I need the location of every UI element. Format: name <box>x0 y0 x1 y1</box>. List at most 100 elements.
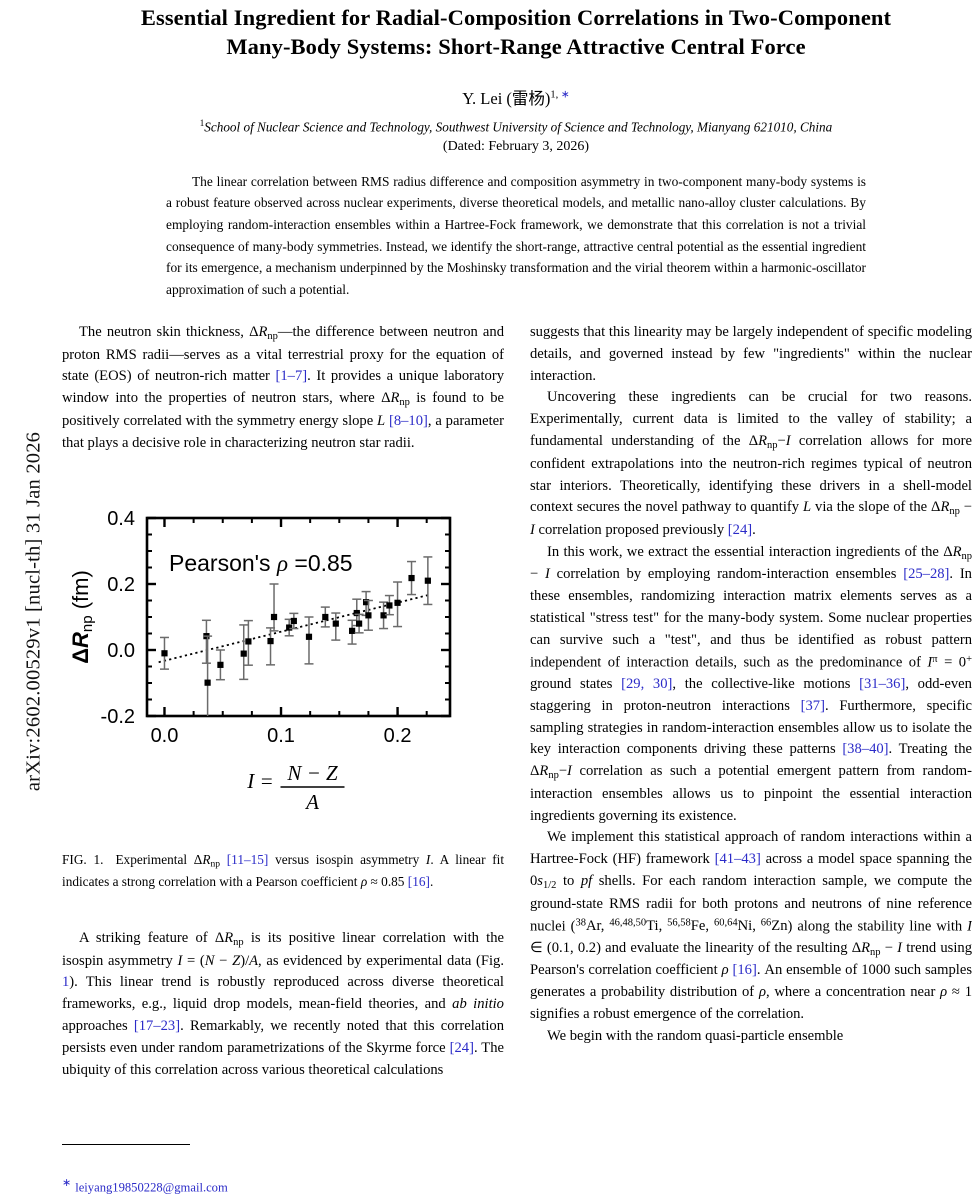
figure-link[interactable]: 1 <box>62 974 70 991</box>
text-run: , a parameter that plays a decisive role… <box>62 412 504 451</box>
text-run: is found to be positively correlated wit… <box>62 390 504 429</box>
text-run: . Remarkably, we recently noted that thi… <box>62 1018 504 1056</box>
author-footnote-marker[interactable]: ∗ <box>560 89 570 101</box>
y-tick-label: -0.2 <box>101 706 135 728</box>
citation-link[interactable]: [37] <box>800 697 825 714</box>
citation-link[interactable]: [31–36] <box>859 675 906 692</box>
paragraph-neutron-skin: The neutron skin thickness, ΔRnp—the dif… <box>62 324 504 451</box>
citation-link[interactable]: [29, 30] <box>621 675 673 692</box>
text-run: correlation proposed previously <box>534 522 728 538</box>
paragraph-we-begin: We begin with the random quasi-particle … <box>547 1027 844 1044</box>
text-run: , odd-even staggering in proton-neutron … <box>530 675 972 714</box>
title-line-1: Essential Ingredient for Radial-Composit… <box>140 5 892 30</box>
text-run: and evaluate the linearity of the result… <box>600 939 852 956</box>
text-run: , where a concentration near <box>765 984 941 1001</box>
citation-link[interactable]: [38–40] <box>842 741 889 758</box>
nuclei-list: 38Ar, 46,48,50Ti, 56,58Fe, 60,64Ni, 66Zn <box>575 917 788 934</box>
paragraph-we-implement: We implement this statistical approach o… <box>530 829 972 1023</box>
left-column: The neutron skin thickness, ΔRnp—the dif… <box>62 322 504 455</box>
author-line: Y. Lei (雷杨)1, ∗ <box>60 85 972 109</box>
data-point-marker <box>322 613 329 621</box>
text-run: versus isospin asymmetry <box>268 852 426 867</box>
figure-label: FIG. 1. <box>62 852 104 867</box>
text-run: . <box>429 873 434 889</box>
text-run: . Treating the <box>888 741 972 758</box>
affiliation-text: School of Nuclear Science and Technology… <box>204 119 833 135</box>
citation-link[interactable]: [16] <box>732 962 757 979</box>
data-point-marker <box>386 602 393 609</box>
x-axis-label-numerator: N − Z <box>286 761 338 785</box>
title-line-2: Many-Body Systems: Short-Range Attractiv… <box>226 33 806 59</box>
x-tick-label: 0.0 <box>151 725 179 747</box>
text-run: via the slope of the <box>811 499 932 516</box>
figure-caption: FIG. 1. Experimental ΔRnp [11–15] versus … <box>62 852 505 889</box>
citation-link[interactable]: [17–23] <box>133 1018 181 1035</box>
text-run: ) along the stability line with <box>787 917 968 934</box>
text-run: across a model space spanning the <box>760 851 972 868</box>
affiliation-line: 1School of Nuclear Science and Technolog… <box>60 118 972 135</box>
citation-link[interactable]: [24] <box>727 522 753 538</box>
data-point-marker <box>204 679 211 686</box>
paper-header: Essential Ingredient for Radial-Composit… <box>60 0 972 301</box>
author-affil-marker: 1, <box>550 89 561 101</box>
text-run: , as evidenced by experimental data (Fig… <box>258 952 504 969</box>
data-point-marker <box>332 620 339 627</box>
text-run: to <box>556 873 581 890</box>
x-axis-label-I: I = <box>246 769 273 793</box>
text-run: , the collective-like motions <box>672 675 860 692</box>
abstract-text: The linear correlation between RMS radiu… <box>166 173 866 298</box>
data-point-marker <box>365 612 372 619</box>
text-run: shells. For each random interaction samp… <box>530 873 972 934</box>
text-run: . An ensemble of 1000 such samples gener… <box>530 962 972 1001</box>
citation-link[interactable]: [8–10] <box>388 412 428 429</box>
x-tick-label: 0.2 <box>384 725 412 747</box>
data-point-marker <box>349 627 356 634</box>
data-point-marker <box>270 613 278 621</box>
data-point-marker <box>245 638 252 645</box>
citation-link[interactable]: [25–28] <box>903 566 950 583</box>
text-run: Uncovering these ingredients can be cruc… <box>530 389 972 450</box>
email-link[interactable]: leiyang19850228@gmail.com <box>75 1180 228 1195</box>
text-run: The neutron skin thickness, <box>79 324 250 340</box>
data-point-marker <box>240 650 247 657</box>
x-tick-label: 0.1 <box>267 725 295 747</box>
page-title: Essential Ingredient for Radial-Composit… <box>60 4 972 61</box>
x-axis-label: I = N − Z A <box>246 761 345 814</box>
text-run: . A linear fit indicates a strong correl… <box>62 852 505 889</box>
paragraph-in-this-work: In this work, we extract the essential i… <box>530 543 972 824</box>
text-run: ). This linear trend is robustly reprodu… <box>62 974 504 1013</box>
plot-frame <box>145 516 452 718</box>
citation-link[interactable]: [24] <box>449 1039 474 1056</box>
citation-link[interactable]: [41–43] <box>714 851 761 868</box>
plot-area: 0.0 0.1 0.2 -0.2 0.0 0.2 0.4 Pearson's ρ =0.85 Δ… <box>62 498 504 850</box>
y-tick-label: 0.2 <box>107 574 135 596</box>
scatter-plot: 0.0 0.1 0.2 -0.2 0.0 0.2 0.4 Pearson's ρ =0.85 Δ… <box>68 508 452 814</box>
text-run: We implement this statistical approach o… <box>530 829 972 868</box>
text-run: . It provides a unique laboratory window… <box>62 368 504 407</box>
text-run: trend using Pearson's correlation coeffi… <box>530 939 972 979</box>
data-point-marker <box>408 574 415 582</box>
x-axis-label-denominator: A <box>304 790 319 814</box>
y-tick-label: 0.0 <box>107 640 135 662</box>
data-point-marker <box>380 612 387 619</box>
citation-link[interactable]: [16] <box>407 873 430 889</box>
text-run: —the difference between neutron and prot… <box>62 324 504 385</box>
text-run: . The ubiquity of this correlation acros… <box>62 1039 504 1078</box>
y-axis-label: ΔRnp (fm) <box>68 570 96 664</box>
data-point-marker <box>267 637 274 645</box>
data-point-marker <box>356 620 363 627</box>
text-run: In this work, we extract the essential i… <box>547 543 944 560</box>
date-line: (Dated: February 3, 2026) <box>442 138 590 154</box>
text-run-italic: ab initio <box>452 996 504 1013</box>
citation-link[interactable]: [11–15] <box>226 852 269 867</box>
data-point-marker <box>217 661 224 668</box>
citation-link[interactable]: [1–7] <box>275 368 308 385</box>
author-name: Y. Lei (雷杨) <box>462 89 551 109</box>
y-tick-label: 0.4 <box>107 508 135 530</box>
data-points <box>159 556 433 716</box>
left-column-lower: A striking feature of ΔRnp is its positi… <box>62 928 504 1082</box>
text-run: is its positive linear correlation with … <box>62 930 504 969</box>
text-run: Experimental <box>115 852 194 867</box>
affiliation-marker: 1 <box>199 118 205 129</box>
